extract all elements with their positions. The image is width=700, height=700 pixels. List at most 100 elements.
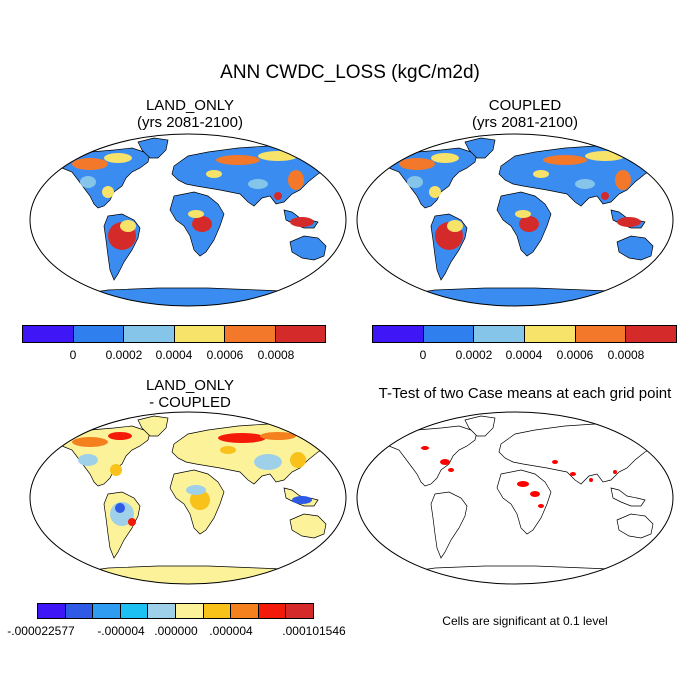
cbar2-label-3: 0.0006 (556, 348, 594, 362)
land-antarctica (374, 565, 656, 584)
colorbar-swatch (120, 604, 149, 618)
value-patch (218, 433, 266, 443)
value-patch (104, 153, 132, 163)
panel-3-title: LAND_ONLY - COUPLED (35, 377, 345, 411)
value-patch (274, 192, 282, 200)
cbar3-label-3: .000004 (209, 624, 253, 638)
land-australia (289, 235, 327, 261)
land-greenland (137, 415, 169, 437)
value-patch (260, 432, 296, 440)
colorbar-coupled (372, 325, 677, 343)
value-patch (290, 217, 314, 227)
map-land-only (29, 133, 347, 307)
panel-1-title-line1: LAND_ONLY (145, 97, 235, 114)
land-greenland (464, 137, 496, 159)
colorbar-swatch (175, 604, 204, 618)
value-patch (186, 485, 206, 495)
value-patch (120, 220, 136, 232)
panel-2-title-line1: COUPLED (488, 97, 562, 114)
colorbar-swatch (575, 326, 627, 342)
colorbar-swatch (423, 326, 475, 342)
value-patch (206, 170, 222, 178)
value-patch (575, 179, 595, 189)
value-patch (254, 454, 282, 470)
value-patch (601, 192, 609, 200)
map-border (29, 133, 347, 307)
cbar2-label-0: 0 (419, 348, 427, 362)
map-border (29, 411, 347, 585)
value-patch (258, 151, 298, 161)
value-patch (543, 155, 587, 165)
land-southAmerica (430, 491, 468, 559)
colorbar-difference (37, 603, 314, 619)
land-australia (289, 513, 327, 539)
value-patch (570, 472, 576, 476)
value-patch (399, 158, 435, 170)
cbar2-label-2: 0.0004 (505, 348, 543, 362)
value-patch (617, 217, 641, 227)
colorbar-swatch (231, 604, 259, 618)
value-patch (188, 210, 204, 218)
cbar3-label-0: -.000022577 (7, 624, 75, 638)
value-patch (448, 468, 454, 472)
colorbar-swatch (225, 326, 276, 342)
panel-3-title-line2: - COUPLED (149, 394, 231, 411)
value-patch (220, 446, 236, 454)
map-difference (29, 411, 347, 585)
colorbar-swatch (474, 326, 526, 342)
colorbar-swatch (93, 604, 121, 618)
land-antarctica (374, 287, 656, 306)
value-patch (519, 216, 539, 232)
panel-3-title-line1: LAND_ONLY (145, 377, 235, 394)
value-patch (431, 153, 459, 163)
cbar3-label-4: .000101546 (282, 624, 346, 638)
value-patch (108, 432, 132, 440)
value-patch (530, 491, 540, 497)
land-seAsia (610, 487, 646, 507)
colorbar-swatch (73, 326, 124, 342)
value-patch (533, 170, 549, 178)
value-patch (192, 216, 212, 232)
value-patch (589, 478, 593, 482)
cbar2-label-4: 0.0008 (607, 348, 645, 362)
value-patch (407, 176, 423, 188)
value-patch (102, 186, 114, 198)
map-coupled (356, 133, 674, 307)
colorbar-swatch (148, 604, 176, 618)
land-antarctica (47, 287, 329, 306)
map-border (356, 133, 674, 307)
colorbar-swatch (23, 326, 74, 342)
significance-note: Cells are significant at 0.1 level (442, 614, 608, 628)
colorbar-swatch (203, 604, 232, 618)
panel-4-title-line1: T-Test of two Case means at each grid po… (378, 385, 672, 402)
value-patch (292, 496, 312, 504)
colorbar-swatch (525, 326, 576, 342)
value-patch (290, 452, 306, 468)
cbar1-label-2: 0.0004 (155, 348, 193, 362)
land-northAmerica (376, 425, 478, 487)
map-border (356, 411, 674, 585)
value-patch (613, 470, 617, 474)
cbar1-label-1: 0.0002 (105, 348, 143, 362)
value-patch (517, 481, 529, 487)
cbar3-label-1: -.000004 (97, 624, 145, 638)
panel-1-title-line2: (yrs 2081-2100) (137, 114, 243, 131)
value-patch (615, 170, 631, 190)
colorbar-swatch (174, 326, 225, 342)
value-patch (421, 446, 429, 450)
value-patch (78, 454, 98, 466)
value-patch (585, 151, 625, 161)
main-title: ANN CWDC_LOSS (kgC/m2d) (220, 62, 480, 83)
cbar2-label-1: 0.0002 (455, 348, 493, 362)
land-greenland (137, 137, 169, 159)
land-australia (616, 513, 654, 539)
colorbar-swatch (38, 604, 66, 618)
value-patch (288, 170, 304, 190)
colorbar-swatch (258, 604, 287, 618)
value-patch (128, 518, 136, 526)
map-t-test (356, 411, 674, 585)
value-patch (216, 155, 260, 165)
value-patch (110, 464, 122, 476)
land-greenland (464, 415, 496, 437)
value-patch (72, 437, 108, 447)
